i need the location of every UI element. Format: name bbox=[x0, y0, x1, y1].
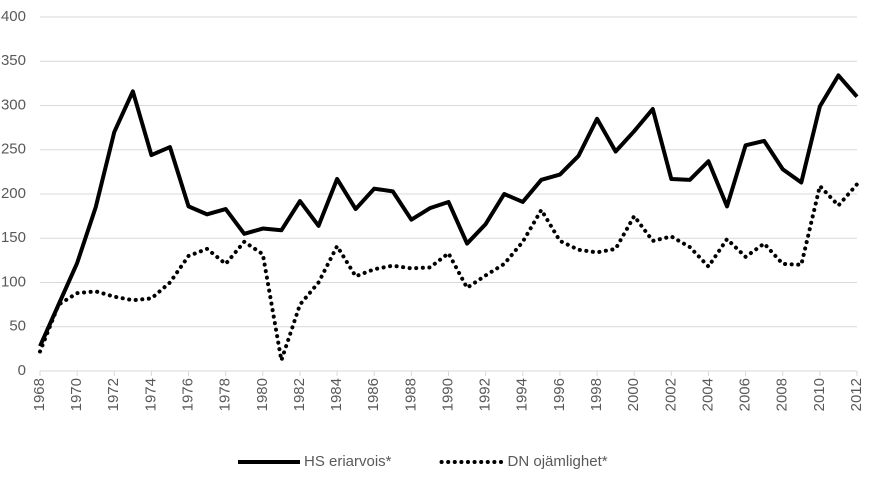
x-tick-label: 2010 bbox=[811, 378, 828, 411]
y-tick-label: 250 bbox=[1, 141, 26, 158]
x-tick-label: 2000 bbox=[625, 378, 642, 411]
y-tick-label: 400 bbox=[1, 8, 26, 25]
x-tick-label: 1984 bbox=[328, 378, 345, 411]
x-tick-label: 1986 bbox=[365, 378, 382, 411]
legend-label: HS eriarvois* bbox=[304, 453, 392, 470]
x-tick-label: 1968 bbox=[31, 378, 48, 411]
x-tick-label: 1970 bbox=[68, 378, 85, 411]
y-tick-label: 350 bbox=[1, 52, 26, 69]
x-tick-label: 1998 bbox=[588, 378, 605, 411]
data-line bbox=[38, 73, 859, 348]
x-tick-label: 1996 bbox=[551, 378, 568, 411]
y-tick-label: 150 bbox=[1, 229, 26, 246]
x-tick-label: 1976 bbox=[180, 378, 197, 411]
x-tick-label: 1980 bbox=[254, 378, 271, 411]
y-tick-label: 0 bbox=[18, 362, 26, 379]
y-tick-label: 100 bbox=[1, 273, 26, 290]
x-tick-label: 1978 bbox=[217, 378, 234, 411]
y-tick-label: 50 bbox=[9, 318, 26, 335]
data-line bbox=[38, 181, 859, 362]
x-tick-label: 2012 bbox=[848, 378, 865, 411]
y-tick-label: 300 bbox=[1, 96, 26, 113]
x-tick-label: 1994 bbox=[514, 378, 531, 411]
x-tick-label: 1974 bbox=[142, 378, 159, 411]
x-tick-label: 2004 bbox=[699, 378, 716, 411]
y-tick-label: 200 bbox=[1, 185, 26, 202]
legend-label: DN ojämlighet* bbox=[508, 453, 608, 470]
x-tick-label: 2008 bbox=[774, 378, 791, 411]
x-tick-label: 1988 bbox=[402, 378, 419, 411]
x-tick-label: 2006 bbox=[737, 378, 754, 411]
x-tick-label: 1982 bbox=[291, 378, 308, 411]
x-tick-label: 2002 bbox=[662, 378, 679, 411]
x-tick-label: 1972 bbox=[105, 378, 122, 411]
x-tick-label: 1990 bbox=[439, 378, 456, 411]
x-tick-label: 1992 bbox=[477, 378, 494, 411]
